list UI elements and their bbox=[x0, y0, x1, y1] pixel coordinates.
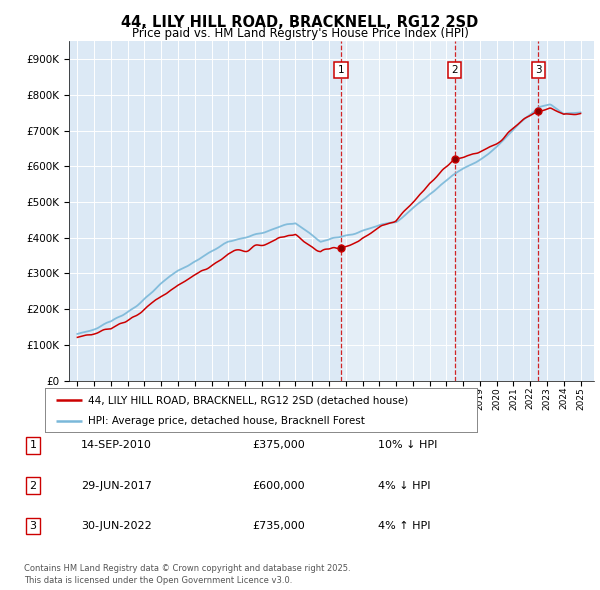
Text: 4% ↑ HPI: 4% ↑ HPI bbox=[378, 521, 431, 530]
Text: Contains HM Land Registry data © Crown copyright and database right 2025.
This d: Contains HM Land Registry data © Crown c… bbox=[24, 565, 350, 585]
Text: 2: 2 bbox=[29, 481, 37, 490]
Text: 2: 2 bbox=[451, 65, 458, 75]
Text: 30-JUN-2022: 30-JUN-2022 bbox=[81, 521, 152, 530]
Text: HPI: Average price, detached house, Bracknell Forest: HPI: Average price, detached house, Brac… bbox=[88, 415, 365, 425]
Text: 3: 3 bbox=[535, 65, 542, 75]
Text: 1: 1 bbox=[29, 441, 37, 450]
Text: 44, LILY HILL ROAD, BRACKNELL, RG12 2SD: 44, LILY HILL ROAD, BRACKNELL, RG12 2SD bbox=[121, 15, 479, 30]
Text: 44, LILY HILL ROAD, BRACKNELL, RG12 2SD (detached house): 44, LILY HILL ROAD, BRACKNELL, RG12 2SD … bbox=[88, 395, 409, 405]
Text: 4% ↓ HPI: 4% ↓ HPI bbox=[378, 481, 431, 490]
Text: 1: 1 bbox=[338, 65, 344, 75]
Text: Price paid vs. HM Land Registry's House Price Index (HPI): Price paid vs. HM Land Registry's House … bbox=[131, 27, 469, 40]
Bar bbox=[341, 41, 455, 381]
Text: £375,000: £375,000 bbox=[252, 441, 305, 450]
Text: £600,000: £600,000 bbox=[252, 481, 305, 490]
Text: 3: 3 bbox=[29, 521, 37, 530]
Text: 10% ↓ HPI: 10% ↓ HPI bbox=[378, 441, 437, 450]
Text: 29-JUN-2017: 29-JUN-2017 bbox=[81, 481, 152, 490]
Text: £735,000: £735,000 bbox=[252, 521, 305, 530]
Text: 14-SEP-2010: 14-SEP-2010 bbox=[81, 441, 152, 450]
